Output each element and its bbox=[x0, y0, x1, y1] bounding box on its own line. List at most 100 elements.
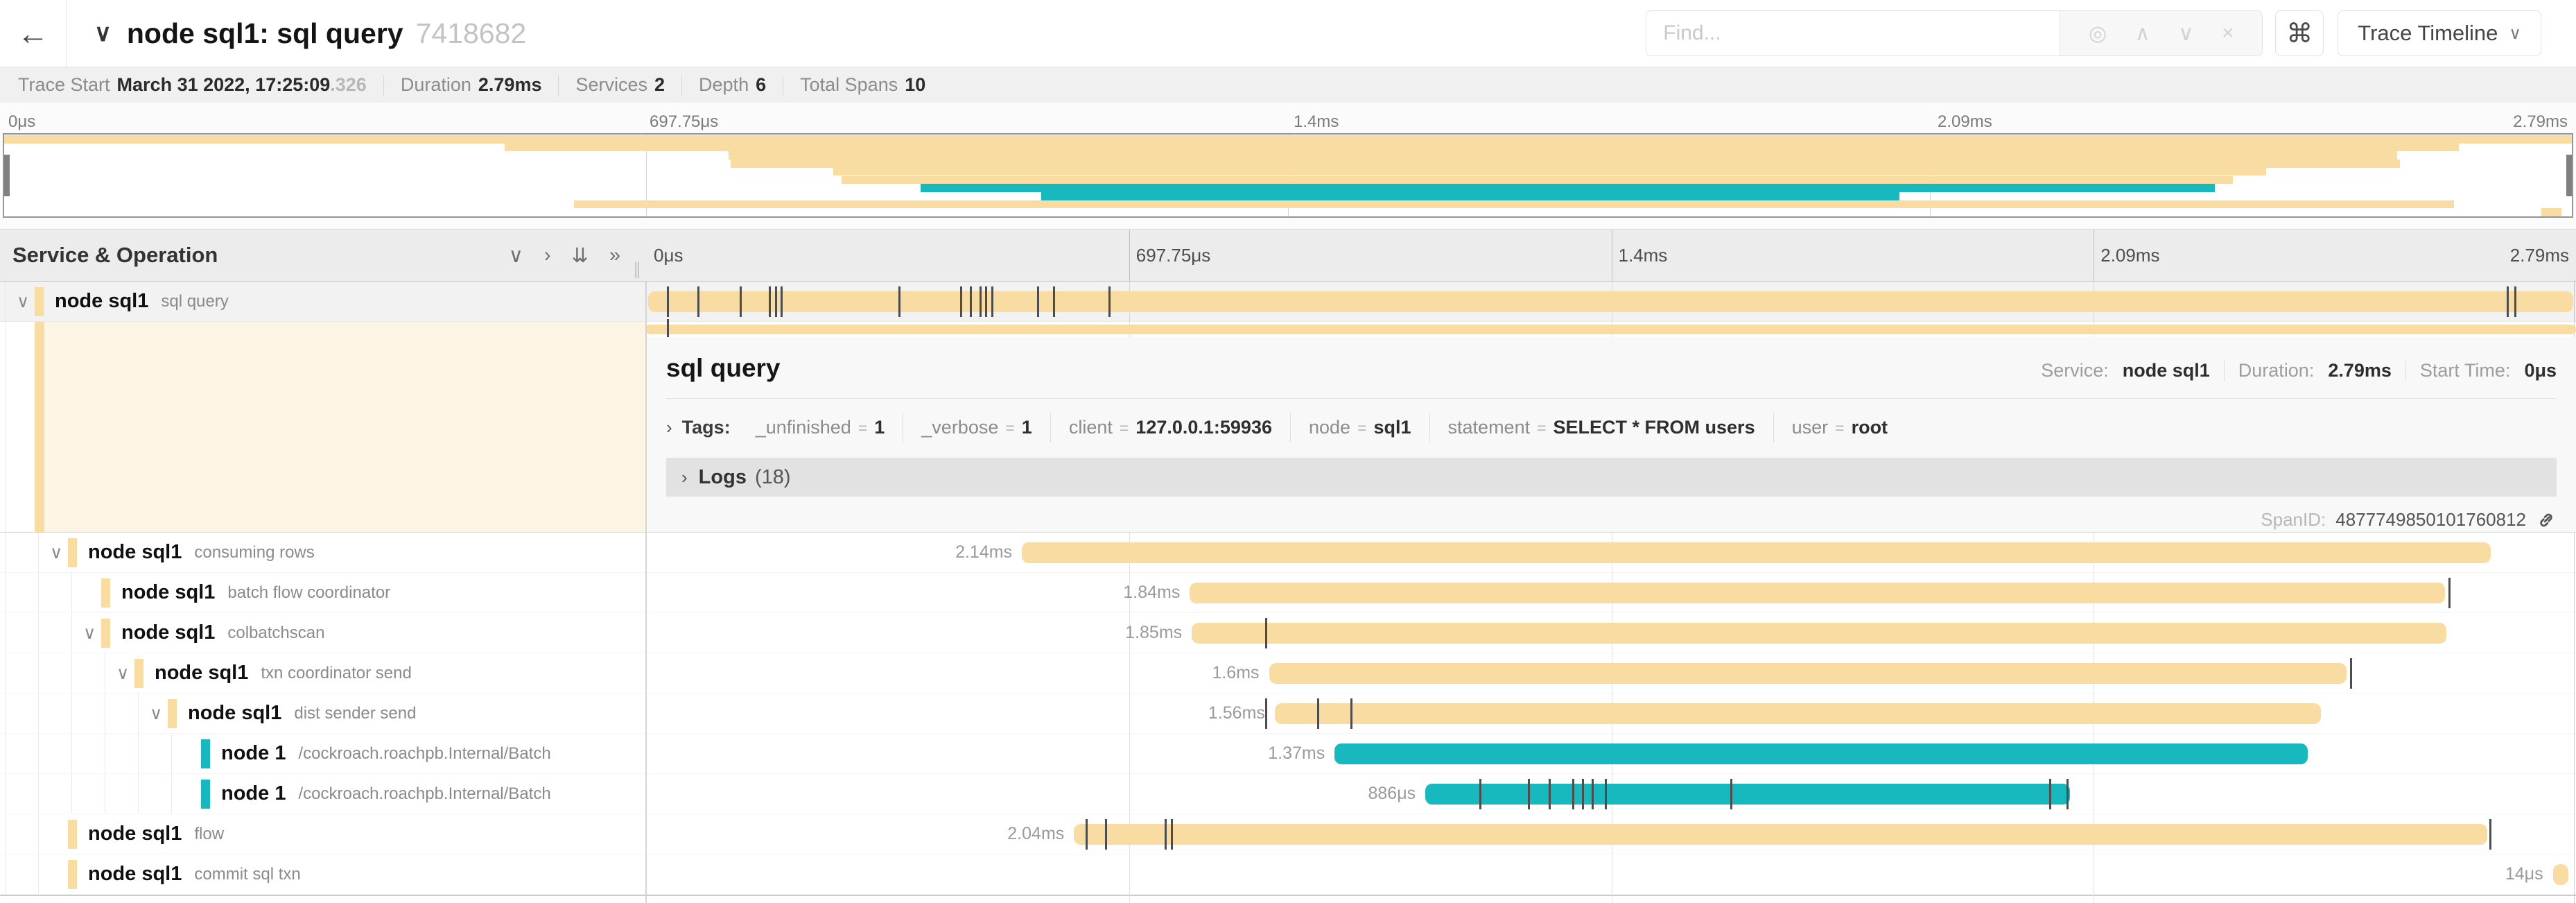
span-bar[interactable] bbox=[1425, 784, 2071, 805]
span-bar-cell[interactable]: 2.14ms bbox=[645, 533, 2576, 572]
next-result-icon[interactable]: ∨ bbox=[2178, 22, 2194, 45]
timeline-gridline bbox=[1129, 230, 1130, 281]
minimap-canvas[interactable] bbox=[3, 133, 2573, 218]
tag-value: sql1 bbox=[1373, 417, 1411, 438]
span-tree-cell[interactable]: ∨ node sql1 dist sender send bbox=[0, 694, 645, 733]
span-bar[interactable] bbox=[1274, 703, 2322, 724]
link-icon[interactable] bbox=[2536, 510, 2557, 531]
span-row[interactable]: ∨ node sql1 commit sql txn 14μs bbox=[0, 854, 2576, 895]
tags-row[interactable]: › Tags: _unfinished = 1 _verbose = 1 cli… bbox=[666, 413, 2557, 442]
find-input[interactable] bbox=[1646, 11, 2060, 55]
detail-span-bar-strip[interactable] bbox=[645, 319, 2576, 340]
chevron-down-icon[interactable]: ∨ bbox=[150, 703, 163, 723]
span-bar[interactable] bbox=[1074, 824, 2487, 845]
service-name: node sql1 bbox=[121, 621, 216, 644]
logs-accordion[interactable]: › Logs (18) bbox=[666, 458, 2557, 497]
span-tree-cell[interactable]: ∨ node sql1 batch flow coordinator bbox=[0, 573, 645, 612]
span-bar[interactable] bbox=[1022, 542, 2491, 563]
back-button[interactable]: ← bbox=[0, 0, 67, 67]
span-bar[interactable] bbox=[645, 325, 2576, 334]
trace-view-dropdown[interactable]: Trace Timeline ∨ bbox=[2338, 10, 2541, 56]
span-bar-cell[interactable] bbox=[645, 282, 2576, 321]
span-bar[interactable] bbox=[2552, 864, 2568, 885]
span-bar[interactable] bbox=[1334, 743, 2308, 764]
span-tree-cell[interactable]: ∨ node 1 /cockroach.roachpb.Internal/Bat… bbox=[0, 734, 645, 773]
tag-key: statement bbox=[1447, 417, 1531, 438]
service-color-bar bbox=[35, 287, 44, 316]
services-label: Services bbox=[575, 74, 647, 95]
tag-pill[interactable]: _verbose = 1 bbox=[903, 413, 1051, 442]
span-bar-cell[interactable]: 886μs bbox=[645, 774, 2576, 814]
tag-pill[interactable]: node = sql1 bbox=[1291, 413, 1430, 442]
span-bar-cell[interactable]: 1.85ms bbox=[645, 613, 2576, 653]
prev-result-icon[interactable]: ∧ bbox=[2134, 22, 2150, 45]
span-bar-cell[interactable]: 1.84ms bbox=[645, 573, 2576, 612]
tag-pill[interactable]: _unfinished = 1 bbox=[738, 413, 904, 442]
collapse-one-icon[interactable]: ∨ bbox=[508, 244, 523, 267]
logs-count: (18) bbox=[754, 465, 791, 488]
indent-guide bbox=[71, 573, 72, 612]
span-bar[interactable] bbox=[1190, 583, 2445, 603]
span-bar[interactable] bbox=[648, 291, 2573, 312]
column-divider[interactable] bbox=[645, 282, 647, 903]
locate-icon[interactable]: ◎ bbox=[2088, 22, 2107, 45]
tag-pill[interactable]: client = 127.0.0.1:59936 bbox=[1051, 413, 1291, 442]
chevron-down-icon[interactable]: ∨ bbox=[17, 291, 30, 311]
collapse-all-icon[interactable]: ⇊ bbox=[571, 244, 589, 267]
span-row[interactable]: ∨ node 1 /cockroach.roachpb.Internal/Bat… bbox=[0, 774, 2576, 814]
span-bar-cell[interactable]: 1.56ms bbox=[645, 694, 2576, 733]
span-bar-cell[interactable]: 1.6ms bbox=[645, 653, 2576, 693]
expand-all-icon[interactable]: » bbox=[609, 243, 620, 266]
span-bar[interactable] bbox=[1269, 663, 2347, 684]
chevron-down-icon[interactable]: ∨ bbox=[116, 663, 130, 683]
operation-name: batch flow coordinator bbox=[227, 583, 391, 602]
service-name: node sql1 bbox=[188, 702, 282, 724]
span-row[interactable]: ∨ node sql1 dist sender send 1.56ms bbox=[0, 694, 2576, 734]
log-marker-tick bbox=[1591, 779, 1594, 809]
span-bar-cell[interactable]: 14μs bbox=[645, 854, 2576, 894]
span-tree-cell[interactable]: ∨ node sql1 consuming rows bbox=[0, 533, 645, 572]
tree-controls: ∨ › ⇊ » bbox=[509, 230, 620, 281]
span-tree-cell[interactable]: ∨ node sql1 flow bbox=[0, 814, 645, 854]
operation-name: consuming rows bbox=[194, 542, 315, 562]
log-marker-tick bbox=[2066, 779, 2069, 809]
span-bar-cell[interactable]: 1.37ms bbox=[645, 734, 2576, 773]
indent-guide bbox=[38, 573, 39, 612]
span-tree-cell[interactable]: ∨ node sql1 commit sql txn bbox=[0, 854, 645, 894]
log-marker-tick bbox=[1581, 779, 1584, 809]
column-resizer-handle[interactable]: ∥ bbox=[633, 260, 641, 279]
span-tree-cell[interactable]: ∨ node 1 /cockroach.roachpb.Internal/Bat… bbox=[0, 774, 645, 814]
span-row[interactable]: ∨ node sql1 consuming rows 2.14ms bbox=[0, 533, 2576, 573]
expand-one-icon[interactable]: › bbox=[543, 243, 551, 266]
span-tree-cell[interactable]: ∨ node sql1 txn coordinator send bbox=[0, 653, 645, 693]
span-detail-panel: sql query Service: node sql1 Duration: 2… bbox=[645, 319, 2576, 532]
indent-guide bbox=[71, 734, 72, 773]
span-tree-cell[interactable]: ∨ node sql1 colbatchscan bbox=[0, 613, 645, 653]
span-row[interactable]: ∨ node sql1 batch flow coordinator 1.84m… bbox=[0, 573, 2576, 613]
log-marker-tick bbox=[1350, 698, 1352, 729]
indent-guide bbox=[171, 774, 172, 814]
trace-collapse-icon[interactable]: ∨ bbox=[94, 20, 112, 46]
span-row[interactable]: ∨ node 1 /cockroach.roachpb.Internal/Bat… bbox=[0, 734, 2576, 774]
clear-search-icon[interactable]: × bbox=[2222, 22, 2234, 44]
span-bar-cell[interactable]: 2.04ms bbox=[645, 814, 2576, 854]
tag-pill[interactable]: statement = SELECT * FROM users bbox=[1430, 413, 1774, 442]
span-row[interactable]: ∨ node sql1 txn coordinator send 1.6ms bbox=[0, 653, 2576, 694]
span-tree-cell[interactable]: ∨ node sql1 sql query bbox=[0, 282, 645, 321]
chevron-down-icon[interactable]: ∨ bbox=[83, 623, 96, 643]
minimap-left-scrubber[interactable] bbox=[4, 155, 10, 196]
log-marker-tick bbox=[666, 319, 669, 340]
tag-pill[interactable]: user = root bbox=[1774, 413, 1906, 442]
span-bar[interactable] bbox=[1192, 623, 2447, 644]
start-time-label: Start Time: bbox=[2419, 360, 2511, 381]
minimap-right-scrubber[interactable] bbox=[2566, 155, 2572, 196]
minimap-tick-label: 2.79ms bbox=[2513, 112, 2568, 131]
span-names: node sql1 commit sql txn bbox=[88, 854, 301, 894]
span-row[interactable]: ∨ node sql1 colbatchscan 1.85ms bbox=[0, 613, 2576, 653]
log-marker-tick bbox=[2350, 658, 2353, 689]
chevron-down-icon[interactable]: ∨ bbox=[50, 542, 63, 562]
keyboard-shortcuts-button[interactable]: ⌘ bbox=[2275, 10, 2324, 56]
span-names: node sql1 batch flow coordinator bbox=[121, 573, 390, 612]
span-row[interactable]: ∨ node sql1 flow 2.04ms bbox=[0, 814, 2576, 854]
span-row-sql-query[interactable]: ∨ node sql1 sql query bbox=[0, 282, 2576, 322]
